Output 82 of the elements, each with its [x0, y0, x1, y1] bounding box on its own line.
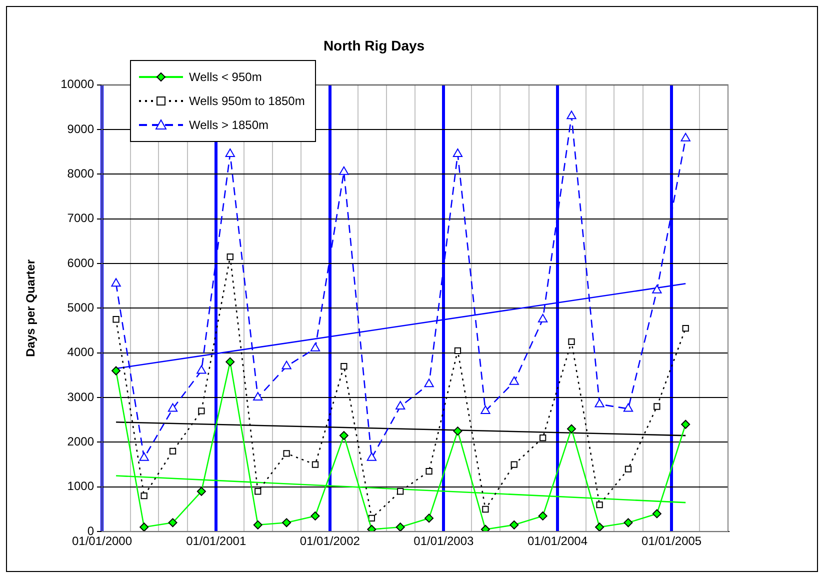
point — [682, 324, 689, 332]
y-tick-label: 5000 — [67, 300, 94, 315]
point — [340, 362, 348, 370]
y-tick-label: 4000 — [67, 345, 94, 360]
point — [283, 450, 290, 457]
point — [426, 468, 432, 475]
y-axis-title: Days per Quarter — [24, 259, 38, 357]
point — [168, 403, 178, 412]
point — [366, 452, 376, 461]
point — [282, 518, 292, 528]
x-tick-label: 01/01/2005 — [642, 534, 702, 548]
point — [196, 486, 206, 496]
point — [196, 365, 206, 374]
legend-label: Wells < 950m — [189, 70, 262, 84]
point — [680, 132, 690, 142]
point — [652, 509, 662, 518]
point — [538, 511, 548, 520]
y-tick-label: 9000 — [67, 122, 94, 136]
point — [596, 501, 603, 508]
point — [168, 518, 178, 528]
point — [112, 366, 121, 376]
point — [510, 520, 519, 530]
point — [538, 314, 548, 322]
point — [169, 448, 176, 455]
y-tick-label: 1000 — [67, 479, 94, 494]
point — [112, 316, 120, 323]
chart-title: North Rig Days — [323, 37, 425, 54]
legend-label: Wells 950m to 1850m — [189, 94, 305, 108]
y-tick-label: 10000 — [60, 77, 94, 92]
point — [454, 347, 462, 354]
point — [226, 253, 234, 260]
point — [198, 408, 205, 414]
point — [624, 518, 633, 528]
point — [282, 360, 292, 370]
point — [510, 461, 518, 468]
point — [111, 278, 121, 287]
point — [568, 338, 575, 346]
point — [595, 522, 604, 532]
legend-label: Wells > 1850m — [189, 118, 268, 132]
point — [539, 434, 546, 442]
point — [623, 403, 634, 412]
point — [140, 522, 149, 532]
point — [226, 357, 235, 366]
point — [339, 166, 349, 175]
point — [253, 520, 262, 530]
point — [310, 342, 320, 352]
point — [253, 392, 263, 401]
point — [424, 514, 434, 523]
point — [509, 376, 519, 385]
x-tick-label: 01/01/2003 — [414, 534, 474, 548]
y-tick-label: 3000 — [67, 390, 94, 404]
point — [139, 452, 149, 461]
point — [225, 148, 235, 158]
point — [453, 426, 462, 436]
x-tick-label: 01/01/2002 — [300, 534, 360, 548]
point — [397, 488, 404, 495]
point — [312, 461, 319, 468]
x-tick-label: 01/01/2004 — [527, 534, 588, 548]
point — [452, 148, 463, 158]
point — [396, 522, 405, 532]
x-tick-label: 01/01/2001 — [186, 534, 246, 548]
y-tick-label: 2000 — [67, 434, 94, 449]
point — [654, 403, 660, 410]
point — [339, 431, 348, 440]
point — [594, 398, 604, 408]
y-tick-label: 7000 — [67, 211, 94, 226]
point — [566, 110, 576, 120]
point — [681, 420, 690, 429]
point — [652, 284, 662, 294]
point — [310, 511, 320, 520]
point — [367, 524, 376, 532]
point — [140, 492, 148, 500]
point — [480, 524, 490, 532]
point — [480, 405, 490, 414]
y-tick-label: 8000 — [67, 166, 94, 180]
point — [424, 378, 434, 388]
point — [396, 400, 406, 410]
point — [254, 488, 262, 495]
point — [482, 506, 489, 513]
point — [624, 466, 632, 472]
point — [567, 424, 576, 434]
y-tick-label: 6000 — [67, 256, 94, 270]
